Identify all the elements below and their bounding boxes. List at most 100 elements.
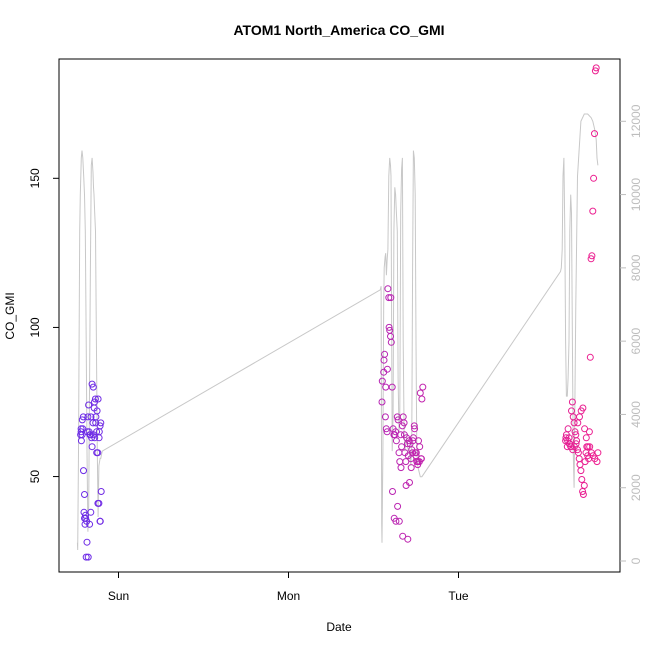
points-layer	[77, 64, 602, 561]
data-point	[380, 356, 388, 364]
data-point	[382, 383, 390, 391]
data-point	[412, 449, 420, 457]
data-point	[586, 353, 594, 361]
data-point	[89, 419, 97, 427]
data-point	[418, 395, 426, 403]
y2-tick-label: 8000	[629, 254, 643, 281]
data-point	[85, 401, 93, 409]
data-point	[398, 443, 406, 451]
data-point	[88, 434, 96, 442]
data-point	[387, 294, 395, 302]
data-point	[93, 428, 101, 436]
y-tick-label: 50	[28, 470, 42, 484]
data-point	[568, 398, 576, 406]
y2-tick-label: 12000	[629, 104, 643, 138]
data-point	[592, 64, 600, 72]
data-point	[578, 476, 586, 483]
data-point	[400, 419, 408, 427]
x-tick-label: Tue	[448, 589, 469, 603]
x-axis: Sun Mon Tue	[108, 572, 469, 603]
data-point	[400, 431, 408, 439]
data-point	[590, 174, 598, 182]
data-point	[577, 467, 585, 475]
data-point	[397, 464, 405, 472]
data-point	[589, 207, 597, 215]
data-point	[579, 491, 587, 498]
y-tick-label: 100	[28, 317, 42, 337]
data-point	[407, 464, 415, 472]
data-point	[588, 252, 596, 260]
y-tick-label: 150	[28, 168, 42, 188]
data-point	[78, 416, 86, 424]
data-point	[96, 517, 104, 525]
data-point	[395, 517, 403, 525]
data-point	[392, 428, 400, 436]
data-point	[399, 532, 407, 540]
data-point	[80, 467, 87, 475]
data-point	[409, 437, 417, 445]
data-point	[81, 491, 88, 498]
data-point	[84, 553, 92, 561]
data-point	[397, 431, 405, 439]
data-point	[392, 437, 400, 445]
data-point	[77, 437, 85, 445]
data-point	[381, 350, 389, 358]
data-point	[382, 425, 390, 433]
x-tick-label: Mon	[277, 589, 300, 603]
data-point	[90, 404, 98, 412]
data-point	[576, 413, 583, 421]
data-point	[404, 535, 412, 543]
data-point	[572, 440, 580, 448]
data-point	[587, 255, 595, 263]
data-point	[87, 508, 95, 516]
data-point	[411, 425, 419, 433]
data-point	[95, 434, 103, 442]
data-point	[88, 443, 96, 451]
data-point	[378, 377, 386, 385]
data-point	[591, 67, 599, 75]
data-point	[385, 294, 393, 302]
y2-tick-label: 10000	[629, 178, 643, 212]
data-point	[97, 419, 105, 427]
data-point	[96, 422, 104, 430]
data-point	[419, 383, 427, 391]
data-point	[568, 407, 575, 415]
data-point	[416, 443, 424, 451]
altitude-line-layer	[76, 113, 599, 551]
data-point	[83, 538, 91, 546]
x-axis-label: Date	[326, 620, 352, 634]
data-point	[410, 422, 418, 430]
data-point	[89, 383, 97, 391]
data-point	[378, 398, 386, 406]
plot-box	[58, 58, 621, 573]
data-point	[402, 458, 410, 466]
data-point	[387, 332, 394, 340]
data-point	[94, 449, 102, 457]
data-point	[84, 413, 92, 421]
data-point	[581, 425, 589, 433]
data-point	[579, 404, 587, 412]
data-point	[384, 285, 392, 293]
data-point	[395, 449, 403, 457]
data-point	[582, 434, 590, 442]
data-point	[381, 413, 389, 421]
data-point	[394, 502, 402, 510]
data-point	[97, 488, 105, 495]
data-point	[82, 553, 90, 561]
data-point	[383, 365, 391, 373]
data-point	[591, 455, 599, 463]
data-point	[387, 338, 395, 346]
y2-tick-label: 6000	[629, 327, 643, 354]
data-point	[406, 479, 413, 486]
data-point	[91, 395, 99, 403]
data-point	[385, 323, 393, 331]
data-point	[574, 419, 582, 427]
y-axis-right: 0 2000 4000 6000 8000 10000 12000	[620, 104, 643, 564]
data-point	[95, 499, 103, 507]
data-point	[383, 428, 391, 436]
data-point	[591, 130, 598, 138]
data-point	[83, 517, 91, 525]
data-point	[570, 419, 578, 427]
data-point	[78, 431, 86, 439]
data-point	[79, 413, 87, 421]
